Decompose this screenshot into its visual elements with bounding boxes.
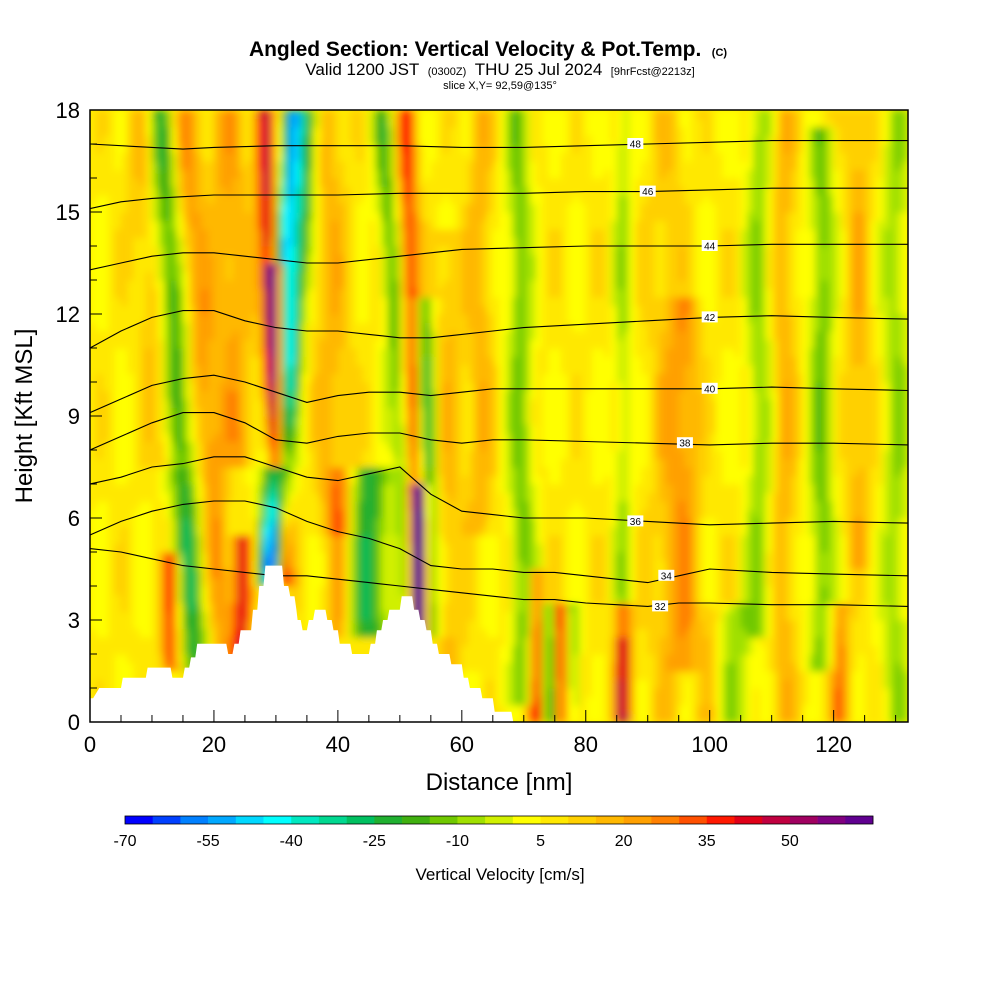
isentrope-label: 38 [679,439,691,450]
colorbar-swatch [762,816,790,824]
colorbar-swatch [236,816,264,824]
colorbar-swatch [291,816,319,824]
colorbar-swatch [624,816,652,824]
colorbar-swatch [541,816,569,824]
isentrope-label: 36 [630,517,642,528]
x-tick-label: 120 [815,732,852,757]
y-tick-label: 0 [68,710,80,735]
x-tick-label: 80 [574,732,598,757]
colorbar-swatch [707,816,735,824]
colorbar-swatch [679,816,707,824]
isentrope-label: 44 [704,242,716,253]
colorbar-tick-label: 5 [536,833,545,850]
colorbar [125,816,873,824]
valid-zulu: (0300Z) [428,66,467,78]
colorbar-tick-label: -10 [446,833,469,850]
isentrope-label: 48 [630,140,642,151]
colorbar-swatch [347,816,375,824]
colorbar-swatch [818,816,846,824]
slice-info: slice X,Y= 92,59@135° [443,80,557,92]
x-axis-label: Distance [nm] [426,769,573,796]
colorbar-swatch [125,816,153,824]
isentrope-label: 34 [661,571,673,582]
colorbar-tick-label: 20 [615,833,633,850]
isentrope-label: 46 [642,187,654,198]
colorbar-swatch [153,816,181,824]
colorbar-label: Vertical Velocity [cm/s] [415,865,584,884]
colorbar-swatch [319,816,347,824]
x-tick-label: 100 [691,732,728,757]
colorbar-tick-label: -70 [113,833,136,850]
x-tick-label: 60 [450,732,474,757]
colorbar-tick-label: -55 [197,833,220,850]
colorbar-swatch [485,816,513,824]
chart-title-suffix: (C) [712,47,728,59]
y-tick-label: 9 [68,404,80,429]
x-tick-label: 40 [326,732,350,757]
colorbar-tick-label: -40 [280,833,303,850]
colorbar-swatch [513,816,541,824]
colorbar-swatch [374,816,402,824]
vertical-velocity-field [90,110,909,723]
colorbar-swatch [651,816,679,824]
y-tick-label: 6 [68,506,80,531]
forecast-info: [9hrFcst@2213z] [611,66,695,78]
chart-subtitle-valid: Valid 1200 JST (0300Z) THU 25 Jul 2024 [… [305,60,694,79]
colorbar-swatch [734,816,762,824]
colorbar-swatch [596,816,624,824]
colorbar-swatch [402,816,430,824]
colorbar-swatch [264,816,292,824]
y-tick-label: 15 [56,200,80,225]
valid-time: Valid 1200 JST [305,60,419,79]
colorbar-swatch [845,816,873,824]
colorbar-tick-label: -25 [363,833,386,850]
y-axis-label: Height [Kft MSL] [11,329,38,504]
y-tick-label: 18 [56,98,80,123]
colorbar-swatch [790,816,818,824]
plot-area: 32 34 36 38 40 42 44 46 48 [90,110,909,724]
colorbar-swatch [430,816,458,824]
chart-title-main: Angled Section: Vertical Velocity & Pot.… [249,38,701,61]
chart-title: Angled Section: Vertical Velocity & Pot.… [249,38,727,61]
valid-date: THU 25 Jul 2024 [475,60,603,79]
y-tick-label: 12 [56,302,80,327]
colorbar-tick-label: 50 [781,833,799,850]
y-tick-label: 3 [68,608,80,633]
colorbar-swatch [457,816,485,824]
x-tick-label: 20 [202,732,226,757]
colorbar-swatch [568,816,596,824]
colorbar-swatch [208,816,236,824]
isentrope-label: 40 [704,384,716,395]
colorbar-swatch [180,816,208,824]
colorbar-tick-label: 35 [698,833,716,850]
colorbar-tick-labels: -70 -55 -40 -25 -10 5 20 35 50 [113,833,798,850]
isentrope-label: 42 [704,313,716,324]
x-tick-label: 0 [84,732,96,757]
isentrope-label: 32 [655,602,667,613]
